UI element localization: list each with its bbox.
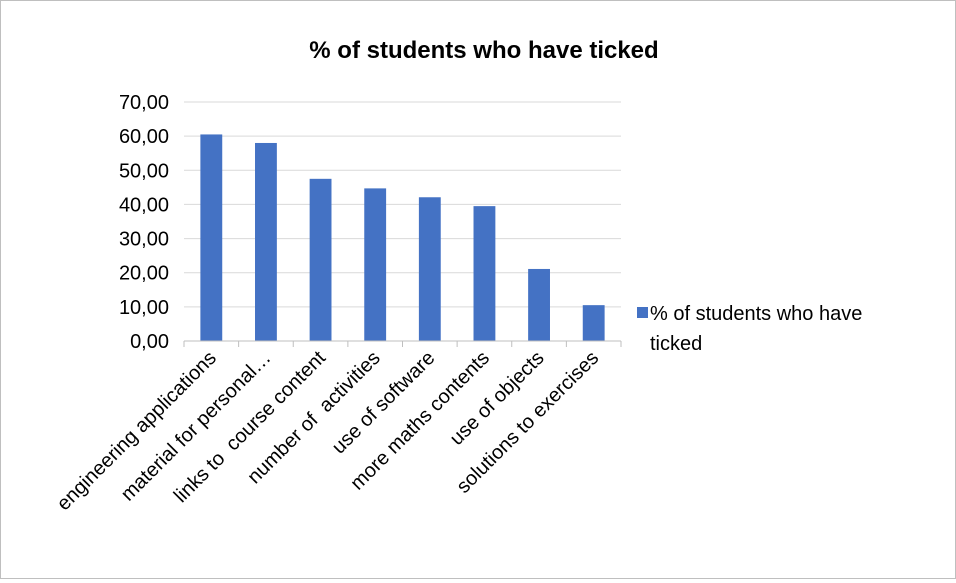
y-tick-label-1: 10,00 [119,297,169,319]
legend: % of students who have ticked [637,303,862,355]
chart-title: % of students who have ticked [309,37,658,64]
y-tick-label-7: 70,00 [119,92,169,114]
bar-6 [473,206,496,341]
bar-5 [418,197,441,341]
bar-3 [309,178,332,341]
y-tick-label-5: 50,00 [119,160,169,182]
bar-1 [200,134,223,341]
y-tick-label-4: 40,00 [119,194,169,216]
y-axis-tick-labels: 0,00 10,00 20,00 30,00 40,00 50,00 60,00 70,00 [119,92,169,353]
y-tick-label-6: 60,00 [119,126,169,148]
x-tick-label-7: use of objects [446,347,549,450]
y-tick-label-3: 30,00 [119,229,169,251]
legend-label-line1: % of students who have [650,303,862,325]
bars [200,134,605,341]
y-tick-label-2: 20,00 [119,263,169,285]
legend-label-line2: ticked [650,333,702,355]
y-tick-label-0: 0,00 [130,331,169,353]
x-axis-tick-marks [183,341,622,347]
legend-swatch [637,307,648,318]
bar-7 [528,268,550,341]
bar-2 [255,142,277,341]
bar-8 [582,305,605,341]
bar-4 [364,188,387,341]
gridlines [184,101,621,308]
